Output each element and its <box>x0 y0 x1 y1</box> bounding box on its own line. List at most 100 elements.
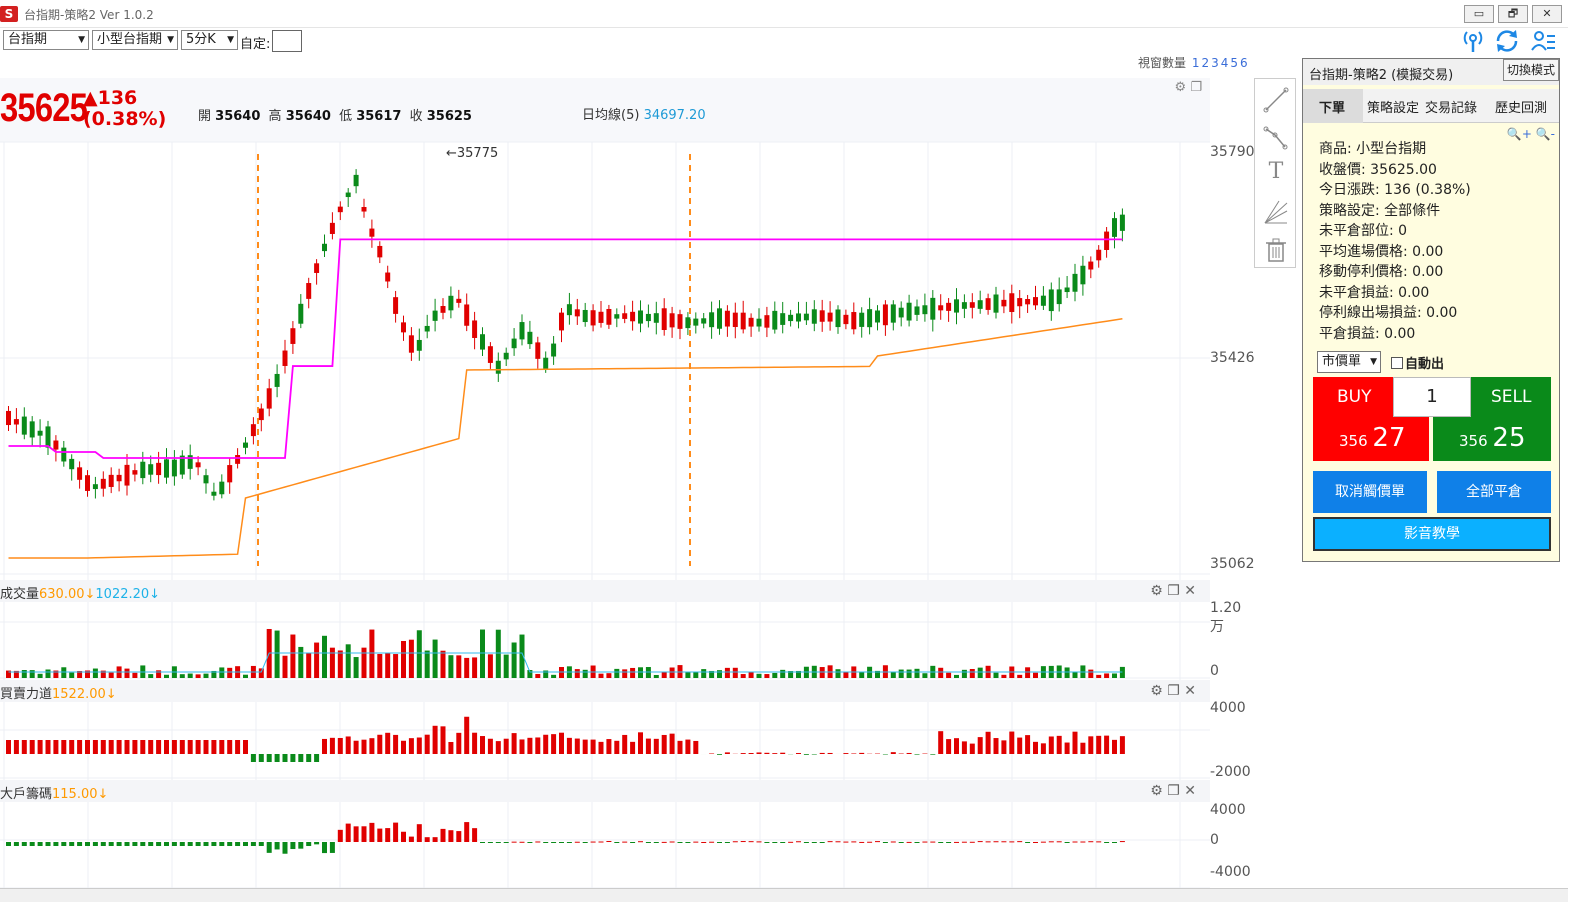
volume-bar <box>45 669 51 678</box>
tab-strategy-settings[interactable]: 策略設定 <box>1367 101 1420 116</box>
trash-icon[interactable] <box>1261 235 1291 265</box>
window-count-4[interactable]: 4 <box>1220 56 1229 70</box>
big-player-bar <box>1009 841 1015 843</box>
volume-bar <box>701 669 707 678</box>
candle-body <box>867 309 873 328</box>
product-select[interactable]: 小型台指期 ▼ <box>92 30 178 50</box>
volume-bar <box>669 667 675 678</box>
video-tutorial-button[interactable]: 影音教學 <box>1313 517 1551 551</box>
big-player-bar <box>772 842 778 843</box>
title-bar: S 台指期-策略2 Ver 1.0.2 ▭ 🗗 ✕ <box>0 0 1568 28</box>
power-bar <box>282 754 288 762</box>
volume-bar <box>961 669 967 678</box>
candle-body <box>977 300 983 309</box>
window-count-5[interactable]: 5 <box>1230 56 1239 70</box>
candle-body <box>701 318 707 324</box>
big-player-bar <box>843 841 849 843</box>
trend-line-icon[interactable] <box>1261 85 1291 115</box>
fan-lines-icon[interactable] <box>1261 197 1291 227</box>
power-bar <box>69 740 75 754</box>
big-player-bar <box>100 842 106 846</box>
volume-bar <box>156 670 162 678</box>
close-all-button[interactable]: 全部平倉 <box>1437 471 1551 513</box>
polyline-icon[interactable] <box>1261 123 1291 153</box>
window-count-3[interactable]: 3 <box>1211 56 1219 70</box>
refresh-icon[interactable] <box>1494 28 1520 54</box>
zoom-icon[interactable]: 🔍+ 🔍- <box>1506 127 1555 141</box>
candle-body <box>906 302 912 321</box>
volume-pane-close-icon[interactable]: ⚙ ❐ ✕ <box>1150 583 1196 599</box>
candle-body <box>882 304 888 326</box>
volume-bar <box>424 650 430 678</box>
candle-body <box>511 338 517 349</box>
power-bar <box>772 753 778 754</box>
volume-bar <box>456 655 462 678</box>
info-change: 今日漲跌: 136 (0.38%) <box>1319 182 1471 198</box>
auto-exit-checkbox[interactable]: 自動出 <box>1391 353 1444 372</box>
candle-body <box>401 322 406 333</box>
window-count-1[interactable]: 1 <box>1191 56 1200 70</box>
power-bar <box>519 739 525 754</box>
big-player-bar <box>788 841 794 843</box>
volume-bar <box>1072 671 1078 678</box>
chart-area[interactable]: 35625 ▲136 (0.38%) 開 35640 高 35640 低 356… <box>0 78 1255 888</box>
quantity-input[interactable]: 1 <box>1393 377 1471 417</box>
window-title: 台指期-策略2 Ver 1.0.2 <box>24 8 154 22</box>
candle-body <box>85 475 90 491</box>
close-button[interactable]: ✕ <box>1532 5 1562 23</box>
volume-bar <box>859 672 865 678</box>
power-bar <box>954 738 959 754</box>
order-panel-header: 台指期-策略2 (模擬交易) 切換模式 <box>1303 59 1559 85</box>
big-player-bar <box>495 842 501 843</box>
big-player-bar <box>116 842 122 846</box>
minimize-button[interactable]: ▭ <box>1464 5 1494 23</box>
tab-order[interactable]: 下單 <box>1319 101 1346 116</box>
power-bar <box>353 740 359 754</box>
tab-backtest[interactable]: 歷史回測 <box>1495 101 1548 116</box>
restore-button[interactable]: 🗗 <box>1498 5 1528 23</box>
big-player-bar <box>187 842 193 846</box>
candle-body <box>29 421 35 438</box>
power-pane-header <box>0 680 1210 702</box>
big-player-bar <box>685 842 691 843</box>
big-player-bar <box>1056 841 1062 843</box>
volume-bar <box>582 669 588 678</box>
window-count-2[interactable]: 2 <box>1201 56 1210 70</box>
big-player-bar <box>938 842 944 843</box>
power-bar <box>724 752 730 754</box>
volume-bar <box>13 670 19 678</box>
user-list-icon[interactable] <box>1530 28 1556 54</box>
candle-body <box>645 313 651 322</box>
candle-body <box>1025 299 1031 305</box>
big-pane-close-icon[interactable]: ⚙ ❐ ✕ <box>1150 783 1196 799</box>
power-bar <box>61 740 67 754</box>
info-stop-line-pnl: 停利線出場損益: 0.00 <box>1319 305 1458 321</box>
window-count-6[interactable]: 6 <box>1240 56 1248 70</box>
power-bar <box>969 743 975 754</box>
big-pane-title: 大戶籌碼115.00↓ <box>0 787 109 802</box>
volume-bar <box>306 652 312 678</box>
power-bar <box>1048 736 1054 754</box>
signal-icon[interactable] <box>1460 28 1486 54</box>
power-bar <box>401 740 406 754</box>
price-chart[interactable] <box>0 78 1210 888</box>
volume-bar <box>92 668 98 678</box>
cancel-trigger-order-button[interactable]: 取消觸價單 <box>1313 471 1427 513</box>
custom-period-input[interactable] <box>272 30 302 52</box>
big-player-bar <box>472 828 478 842</box>
candle-body <box>306 283 312 299</box>
chart-settings-icon[interactable]: ⚙ ❐ <box>1174 80 1202 95</box>
power-bar <box>582 739 588 754</box>
period-select[interactable]: 5分K ▼ <box>181 30 238 50</box>
text-tool-icon[interactable]: T <box>1268 159 1284 184</box>
tab-trade-records[interactable]: 交易記錄 <box>1425 101 1478 116</box>
power-pane-close-icon[interactable]: ⚙ ❐ ✕ <box>1150 683 1196 699</box>
volume-bar <box>890 672 896 678</box>
big-player-bar <box>45 842 51 846</box>
market-select[interactable]: 台指期 ▼ <box>3 30 89 50</box>
big-player-bar <box>732 841 738 843</box>
big-player-bar <box>219 842 225 846</box>
order-type-select[interactable]: 市價單 ▼ <box>1317 351 1381 373</box>
switch-mode-button[interactable]: 切換模式 <box>1502 59 1559 81</box>
power-bar <box>930 754 936 755</box>
